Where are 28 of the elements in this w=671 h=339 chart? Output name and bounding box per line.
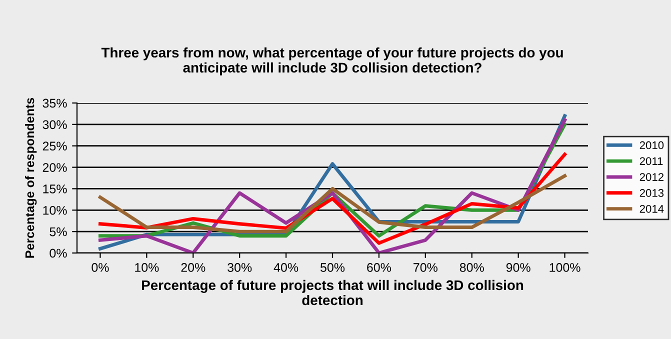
x-tick-label: 60% — [367, 263, 392, 272]
y-tick-label: 20% — [42, 163, 67, 172]
x-tick-label: 20% — [181, 263, 206, 272]
y-tick-label: 0% — [50, 248, 67, 258]
line-series — [98, 174, 567, 234]
x-tick-label: 10% — [135, 263, 159, 272]
y-axis-title: Percentage of respondents — [25, 98, 37, 258]
legend-label: 2010 — [640, 141, 664, 150]
legend-label: 2012 — [640, 173, 664, 181]
y-tick-label: 30% — [42, 120, 67, 130]
chart-title: Three years from now, what percentage of your future projects do you anticipate will include 3D collision detection? — [101, 47, 563, 76]
legend-label: 2011 — [640, 157, 663, 166]
y-tick-label: 5% — [50, 227, 67, 236]
x-tick-label: 30% — [228, 263, 252, 272]
x-tick-label: 70% — [414, 263, 438, 272]
x-tick-label: 0% — [92, 263, 109, 272]
legend-label: 2013 — [640, 189, 664, 197]
y-tick-label: 10% — [43, 206, 67, 215]
y-tick-label: 25% — [42, 142, 67, 151]
x-tick-label: 100% — [550, 263, 580, 272]
y-tick-label: 15% — [43, 184, 67, 194]
x-tick-label: 40% — [274, 263, 298, 272]
x-tick-label: 80% — [460, 263, 484, 272]
x-axis-title: Percentage of future projects that will include 3D collision detection — [142, 280, 524, 306]
y-tick-label: 35% — [42, 98, 67, 108]
x-tick-label: 50% — [320, 263, 345, 272]
legend-label: 2014 — [640, 204, 664, 213]
x-tick-label: 90% — [506, 263, 530, 272]
